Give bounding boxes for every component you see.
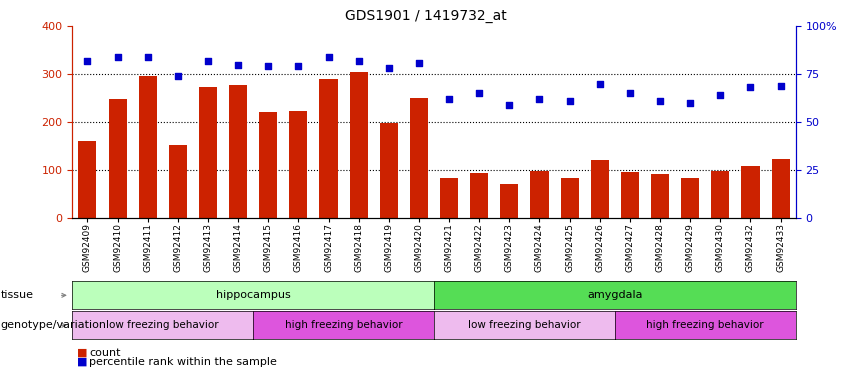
Point [593,81,607,87]
Bar [711,171,729,217]
Point [141,54,155,60]
Point [111,54,124,60]
Point [171,73,185,79]
Point [472,90,486,96]
Bar [591,160,608,218]
Text: GDS1901 / 1419732_at: GDS1901 / 1419732_at [345,9,506,23]
Bar [772,159,790,218]
Point [201,58,214,64]
Point [292,63,306,69]
Text: percentile rank within the sample: percentile rank within the sample [89,357,277,367]
Point [563,98,576,104]
Text: high freezing behavior: high freezing behavior [285,320,403,330]
Point [231,62,245,68]
Bar [440,178,458,218]
Bar [500,184,518,218]
Bar [470,173,488,217]
Bar [561,178,579,218]
Text: count: count [89,348,121,357]
Text: genotype/variation: genotype/variation [1,320,107,330]
Bar [681,178,700,218]
Text: low freezing behavior: low freezing behavior [106,320,219,330]
Text: ■: ■ [77,357,87,367]
Bar [229,85,247,218]
Text: ■: ■ [77,348,87,357]
Point [713,92,727,98]
Bar [350,72,368,217]
Point [683,100,697,106]
Bar [530,171,549,217]
Point [322,54,335,60]
Bar [651,174,669,217]
Point [261,63,275,69]
Point [774,82,787,88]
Bar [139,76,157,218]
Bar [380,123,397,218]
Bar [410,98,428,218]
Point [412,60,426,66]
Bar [109,99,127,218]
Text: amygdala: amygdala [587,290,643,300]
Bar [260,112,277,218]
Bar [168,145,187,218]
Bar [78,141,96,218]
Point [382,65,396,71]
Point [81,58,94,64]
Point [744,84,757,90]
Point [351,58,365,64]
Text: low freezing behavior: low freezing behavior [468,320,580,330]
Bar [319,79,338,218]
Point [503,102,517,108]
Text: tissue: tissue [1,290,34,300]
Point [533,96,546,102]
Point [443,96,456,102]
Bar [741,166,759,218]
Point [654,98,667,104]
Text: hippocampus: hippocampus [216,290,290,300]
Bar [289,111,307,218]
Point [623,90,637,96]
Text: high freezing behavior: high freezing behavior [647,320,764,330]
Bar [199,87,217,218]
Bar [621,172,639,217]
